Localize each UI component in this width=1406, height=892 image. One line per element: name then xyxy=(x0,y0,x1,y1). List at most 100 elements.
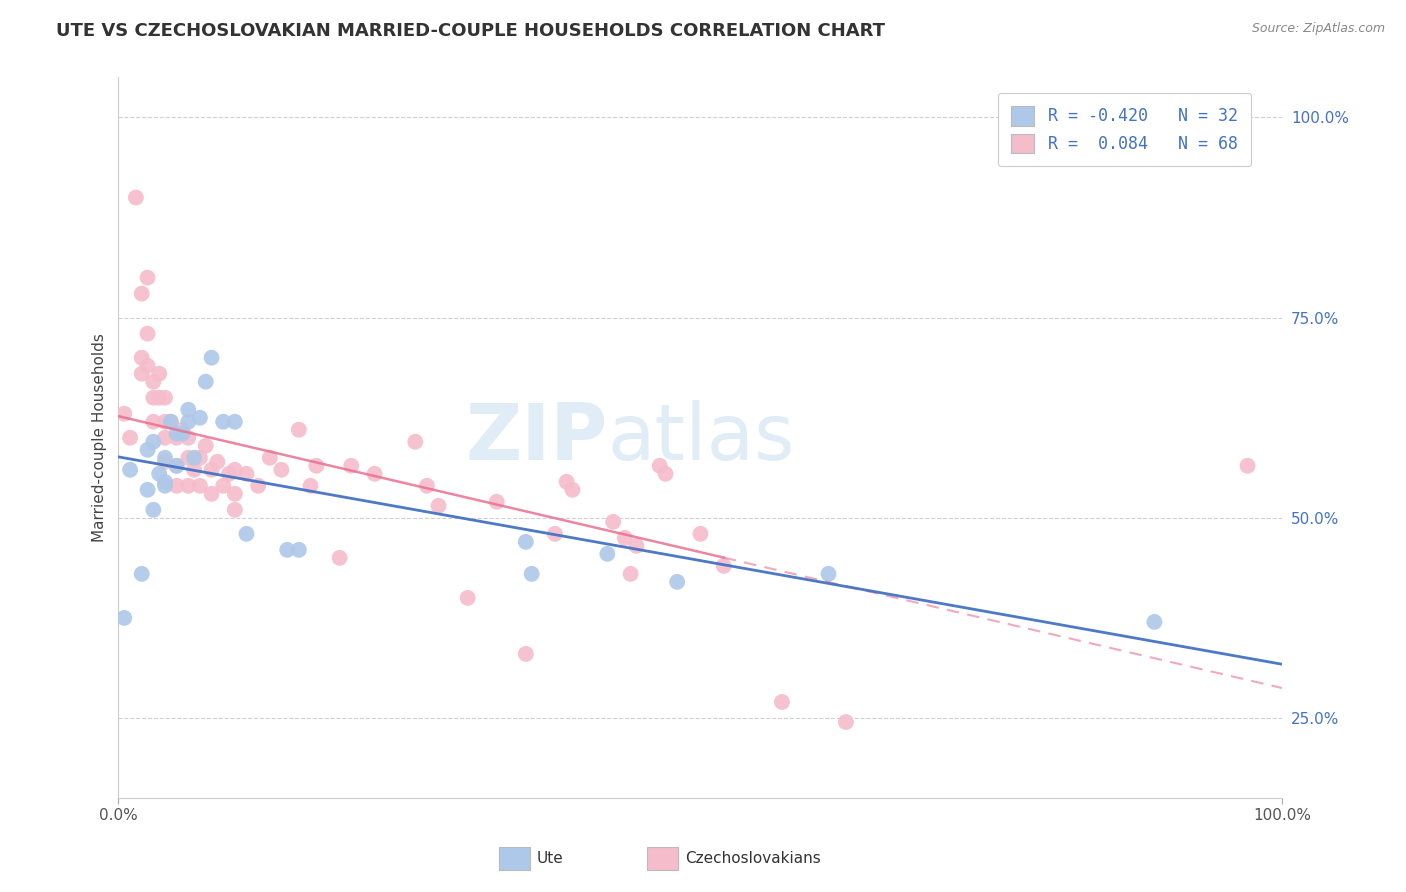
Point xyxy=(183,463,205,477)
Point xyxy=(153,455,176,469)
Point xyxy=(131,351,153,365)
Point xyxy=(485,495,508,509)
Point xyxy=(153,415,176,429)
Point xyxy=(153,391,176,405)
Point xyxy=(276,542,298,557)
Point xyxy=(166,426,188,441)
Point xyxy=(212,415,235,429)
Point xyxy=(131,367,153,381)
Point xyxy=(177,402,200,417)
Point xyxy=(363,467,385,481)
Point xyxy=(666,574,689,589)
Point xyxy=(159,415,181,429)
Point xyxy=(224,463,246,477)
Point xyxy=(224,487,246,501)
Y-axis label: Married-couple Households: Married-couple Households xyxy=(93,334,107,542)
Point xyxy=(224,415,246,429)
Point xyxy=(188,450,211,465)
Point xyxy=(648,458,671,473)
Point xyxy=(288,423,311,437)
Point xyxy=(404,434,426,449)
Point xyxy=(177,450,200,465)
Point xyxy=(148,467,170,481)
Point xyxy=(817,566,839,581)
Text: Ute: Ute xyxy=(537,852,564,866)
Text: Czechoslovakians: Czechoslovakians xyxy=(685,852,821,866)
Point xyxy=(544,526,567,541)
Point xyxy=(626,539,648,553)
Point xyxy=(136,359,159,373)
Point xyxy=(288,542,311,557)
Point xyxy=(166,431,188,445)
Point xyxy=(131,566,153,581)
Point xyxy=(515,647,537,661)
Point xyxy=(120,431,142,445)
Point xyxy=(142,375,165,389)
Point xyxy=(596,547,619,561)
Point xyxy=(620,566,643,581)
Text: Source: ZipAtlas.com: Source: ZipAtlas.com xyxy=(1251,22,1385,36)
Point xyxy=(218,467,240,481)
Point xyxy=(166,458,188,473)
Point xyxy=(299,479,322,493)
Text: ZIP: ZIP xyxy=(465,400,607,475)
Point xyxy=(112,407,135,421)
Point xyxy=(142,391,165,405)
Point xyxy=(136,442,159,457)
Point xyxy=(177,431,200,445)
Point xyxy=(120,463,142,477)
Point xyxy=(183,450,205,465)
Point xyxy=(153,431,176,445)
Point xyxy=(142,503,165,517)
Point xyxy=(200,351,222,365)
Point xyxy=(136,270,159,285)
Point xyxy=(416,479,439,493)
Point xyxy=(207,455,229,469)
Point xyxy=(188,410,211,425)
Point xyxy=(1143,615,1166,629)
Point xyxy=(235,526,257,541)
Point xyxy=(112,611,135,625)
Point xyxy=(153,479,176,493)
Point xyxy=(427,499,450,513)
Text: atlas: atlas xyxy=(607,400,794,475)
Point xyxy=(125,190,148,204)
Point xyxy=(770,695,793,709)
Point xyxy=(148,391,170,405)
Point xyxy=(270,463,292,477)
Text: UTE VS CZECHOSLOVAKIAN MARRIED-COUPLE HOUSEHOLDS CORRELATION CHART: UTE VS CZECHOSLOVAKIAN MARRIED-COUPLE HO… xyxy=(56,22,886,40)
Point xyxy=(457,591,479,605)
Point xyxy=(177,415,200,429)
Point xyxy=(1236,458,1258,473)
Point xyxy=(515,534,537,549)
Point xyxy=(166,458,188,473)
Point xyxy=(520,566,543,581)
Point xyxy=(166,479,188,493)
Point xyxy=(142,434,165,449)
Point xyxy=(136,326,159,341)
Point xyxy=(247,479,270,493)
Point xyxy=(194,375,217,389)
Point xyxy=(148,367,170,381)
Point xyxy=(212,479,235,493)
Point xyxy=(713,558,735,573)
Point xyxy=(142,415,165,429)
Point xyxy=(835,714,858,729)
Point xyxy=(153,450,176,465)
Point xyxy=(172,423,194,437)
Point xyxy=(177,479,200,493)
Point xyxy=(555,475,578,489)
Point xyxy=(329,550,352,565)
Legend: R = -0.420   N = 32, R =  0.084   N = 68: R = -0.420 N = 32, R = 0.084 N = 68 xyxy=(997,93,1251,167)
Point xyxy=(259,450,281,465)
Point xyxy=(131,286,153,301)
Point xyxy=(200,487,222,501)
Point xyxy=(654,467,676,481)
Point xyxy=(224,503,246,517)
Point xyxy=(340,458,363,473)
Point xyxy=(200,463,222,477)
Point xyxy=(561,483,583,497)
Point xyxy=(188,479,211,493)
Point xyxy=(305,458,328,473)
Point xyxy=(194,439,217,453)
